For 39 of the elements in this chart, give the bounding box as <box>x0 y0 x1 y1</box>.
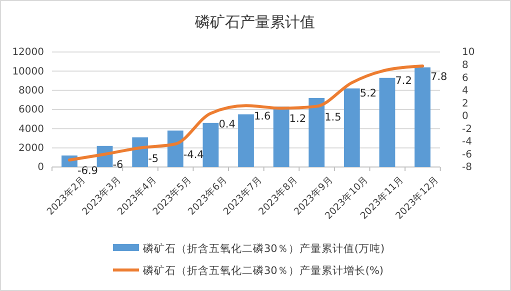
legend-label: 磷矿石（折含五氧化二磷30％）产量累计增长(%) <box>142 264 384 277</box>
legend-label: 磷矿石（折含五氧化二磷30％）产量累计值(万吨) <box>142 242 385 255</box>
bar <box>308 98 325 167</box>
data-label: 1.2 <box>289 113 306 126</box>
data-label: 1.5 <box>324 111 342 124</box>
bar <box>273 106 290 167</box>
data-label: -6.9 <box>77 164 98 177</box>
y-tick-label: 8000 <box>18 86 44 97</box>
bar <box>379 78 396 167</box>
data-label: 0.4 <box>218 118 236 130</box>
bar <box>202 122 219 167</box>
chart-title: 磷矿石产量累计值 <box>194 13 315 31</box>
y2-tick-label: -8 <box>462 162 472 174</box>
y-tick-label: 0 <box>38 162 44 174</box>
data-label: -6 <box>112 159 124 172</box>
y2-tick-label: 10 <box>462 47 475 58</box>
y-tick-label: 10000 <box>12 66 44 78</box>
y-tick-label: 4000 <box>18 124 44 135</box>
y2-tick-label: 2 <box>462 98 468 110</box>
bar <box>414 67 430 167</box>
y2-tick-label: 8 <box>462 60 468 71</box>
bar <box>238 114 254 167</box>
data-label: 7.2 <box>395 74 412 87</box>
y-tick-label: 2000 <box>18 143 44 154</box>
y2-tick-label: -4 <box>462 136 472 148</box>
y2-tick-label: 0 <box>462 111 468 122</box>
bar <box>344 88 360 167</box>
y2-tick-label: 4 <box>462 86 468 97</box>
data-label: 7.8 <box>430 71 448 84</box>
data-label: 5.2 <box>360 88 377 100</box>
y-tick-label: 12000 <box>12 47 44 58</box>
y2-tick-label: 6 <box>462 72 468 84</box>
y-tick-label: 6000 <box>18 104 44 116</box>
y2-tick-label: -6 <box>462 149 472 160</box>
y2-tick-label: -2 <box>462 124 472 135</box>
line-series <box>68 64 424 162</box>
data-label: -5 <box>148 152 159 165</box>
data-label: 1.6 <box>254 110 272 123</box>
bar <box>167 130 184 167</box>
